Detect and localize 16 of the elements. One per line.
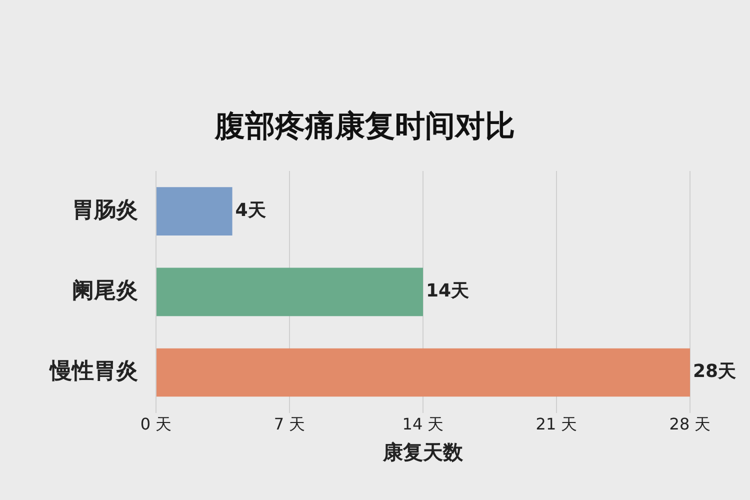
x-tick-label: 0 天 <box>140 414 172 434</box>
data-label: 28天 <box>693 361 736 382</box>
bar <box>156 187 232 236</box>
chart-title: 腹部疼痛康复时间对比 <box>214 108 515 144</box>
bar <box>156 268 423 316</box>
x-tick-label: 28 天 <box>669 414 711 434</box>
y-tick-label: 慢性胃炎 <box>48 359 138 384</box>
x-tick-label: 14 天 <box>402 414 444 434</box>
y-tick-label: 胃肠炎 <box>72 198 138 224</box>
data-label: 4天 <box>235 200 266 221</box>
y-tick-label: 阑尾炎 <box>72 278 138 304</box>
x-tick-label: 7 天 <box>274 414 306 434</box>
x-tick-label: 21 天 <box>536 414 578 434</box>
bar <box>156 348 690 397</box>
data-label: 14天 <box>426 280 470 302</box>
x-axis-title: 康复天数 <box>382 440 464 464</box>
